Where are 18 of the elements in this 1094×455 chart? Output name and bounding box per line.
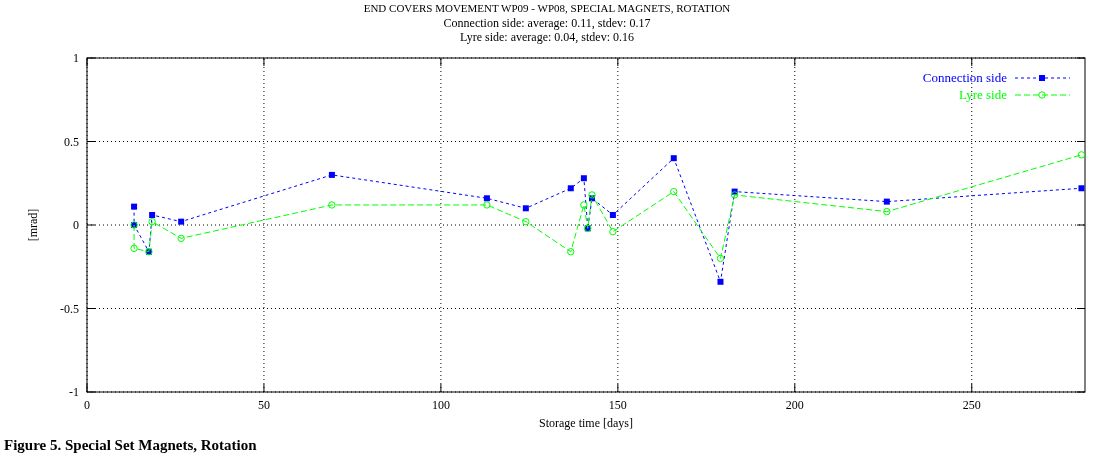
chart-title: END COVERS MOVEMENT WP09 - WP08, SPECIAL MAGNETS, ROTATION (363, 2, 731, 14)
y-axis-title: [mrad] (26, 208, 40, 242)
legend-label: Connection side (922, 70, 1008, 85)
x-axis-title: Storage time [days] (539, 416, 633, 430)
x-tick-label: 100 (431, 398, 450, 412)
x-tick-label: 250 (962, 398, 981, 412)
chart-subtitle: Connection side: average: 0.11, stdev: 0.17 Lyre side: average: 0.04, stdev: 0.16 (443, 16, 651, 44)
x-tick-label: 50 (257, 398, 270, 412)
x-tick-label: 200 (785, 398, 804, 412)
y-tick-label: -1 (69, 385, 79, 399)
legend-label: Lyre side (958, 87, 1008, 102)
x-tick-label: 150 (608, 398, 627, 412)
x-tick-label: 0 (84, 398, 90, 412)
caption: Figure 5. Special Set Magnets, Rotation (4, 437, 258, 453)
y-tick-label: -0.5 (60, 301, 79, 316)
y-tick-label: 0 (73, 218, 79, 232)
y-tick-label: 1 (73, 51, 79, 65)
y-tick-label: 0.5 (64, 134, 79, 149)
